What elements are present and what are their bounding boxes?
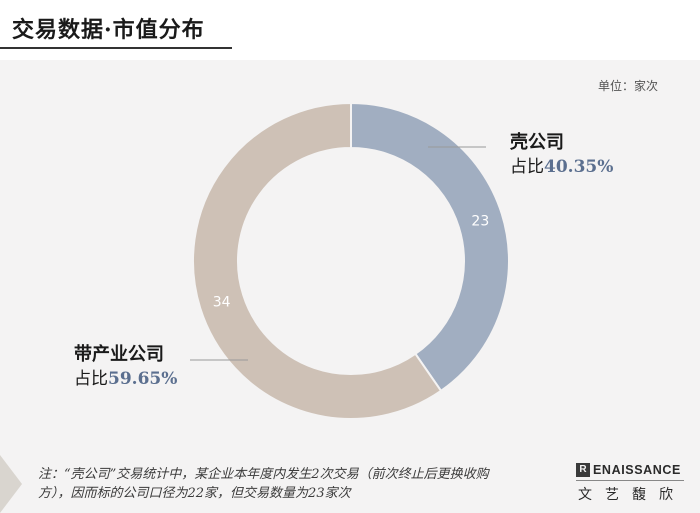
logo-wordmark: ENAISSANCE xyxy=(593,463,681,477)
slice-value-label-2: 34 xyxy=(213,294,231,310)
donut-slice-2 xyxy=(192,101,443,420)
footnote-line-2: 方），因而标的公司口径为22家，但交易数量为23家次 xyxy=(38,486,351,501)
logo-mark-icon: R xyxy=(576,463,590,477)
footnote: 注：“壳公司”交易统计中，某企业本年度内发生2次交易（前次终止后更换收购 方），… xyxy=(38,465,548,503)
footer-triangle-decoration xyxy=(0,455,22,513)
brand-logo: R ENAISSANCE 文艺馥欣 xyxy=(576,463,688,504)
slice-name-label-2: 带产业公司 xyxy=(74,343,164,365)
header-bar: 交易数据·市值分布 xyxy=(0,0,700,60)
slice-share-label-2: 占比59.65% xyxy=(74,369,177,389)
slice-name-label-1: 壳公司 xyxy=(509,131,564,153)
footnote-line-1: 注：“壳公司”交易统计中，某企业本年度内发生2次交易（前次终止后更换收购 xyxy=(38,467,489,482)
page-title: 交易数据·市值分布 xyxy=(12,17,205,43)
title-underline xyxy=(0,47,232,49)
unit-label: 单位：家次 xyxy=(597,79,658,93)
logo-divider xyxy=(576,480,684,481)
donut-slice-1 xyxy=(350,101,510,393)
slice-share-label-1: 占比40.35% xyxy=(510,157,613,177)
slice-value-label-1: 23 xyxy=(471,214,489,230)
logo-chinese-name: 文艺馥欣 xyxy=(578,487,686,503)
